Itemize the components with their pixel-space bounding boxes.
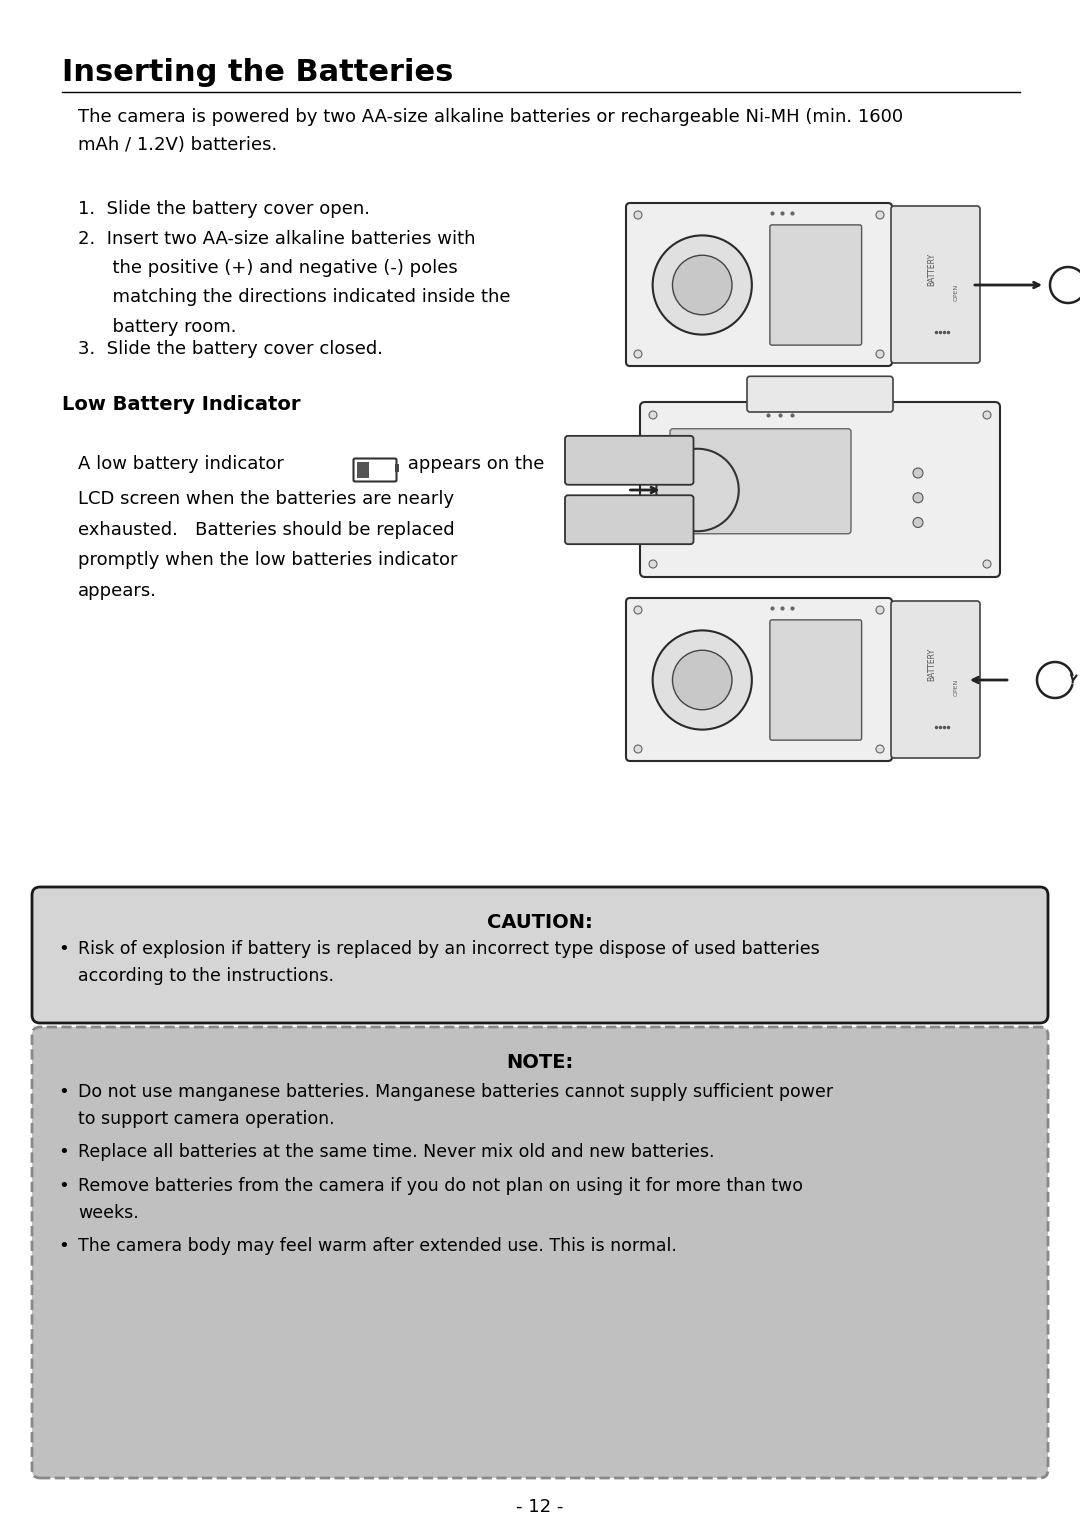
Circle shape	[673, 255, 732, 315]
Circle shape	[983, 411, 991, 419]
Text: BATTERY: BATTERY	[927, 254, 936, 286]
FancyBboxPatch shape	[640, 402, 1000, 578]
Text: Replace all batteries at the same time. Never mix old and new batteries.: Replace all batteries at the same time. …	[78, 1143, 715, 1161]
Text: - 12 -: - 12 -	[516, 1497, 564, 1516]
Text: 3.  Slide the battery cover closed.: 3. Slide the battery cover closed.	[78, 341, 383, 358]
Text: NOTE:: NOTE:	[507, 1053, 573, 1073]
FancyBboxPatch shape	[770, 620, 862, 740]
Text: OPEN: OPEN	[954, 284, 959, 301]
Circle shape	[652, 631, 752, 729]
FancyBboxPatch shape	[32, 1027, 1048, 1478]
Circle shape	[983, 559, 991, 568]
Circle shape	[913, 492, 923, 503]
FancyBboxPatch shape	[565, 495, 693, 544]
Circle shape	[634, 350, 642, 358]
Text: LCD screen when the batteries are nearly
exhausted.   Batteries should be replac: LCD screen when the batteries are nearly…	[78, 490, 458, 601]
Text: •: •	[58, 1143, 69, 1161]
Circle shape	[657, 449, 739, 532]
FancyBboxPatch shape	[353, 458, 396, 481]
Text: OPEN: OPEN	[954, 678, 959, 697]
Text: 1.  Slide the battery cover open.: 1. Slide the battery cover open.	[78, 200, 370, 219]
Circle shape	[634, 211, 642, 219]
Text: A low battery indicator: A low battery indicator	[78, 455, 289, 474]
FancyBboxPatch shape	[395, 465, 399, 472]
Text: appears on the: appears on the	[402, 455, 544, 474]
FancyBboxPatch shape	[626, 597, 892, 761]
Circle shape	[913, 468, 923, 478]
Circle shape	[876, 746, 885, 753]
Circle shape	[634, 746, 642, 753]
Circle shape	[652, 235, 752, 335]
Text: Inserting the Batteries: Inserting the Batteries	[62, 58, 454, 87]
FancyBboxPatch shape	[357, 461, 369, 478]
Text: 2.  Insert two AA-size alkaline batteries with
      the positive (+) and negati: 2. Insert two AA-size alkaline batteries…	[78, 231, 511, 336]
FancyBboxPatch shape	[770, 225, 862, 345]
FancyBboxPatch shape	[565, 435, 693, 484]
FancyBboxPatch shape	[670, 429, 851, 533]
Text: CAUTION:: CAUTION:	[487, 914, 593, 932]
FancyBboxPatch shape	[891, 601, 980, 758]
Text: •: •	[58, 1238, 69, 1254]
Text: •: •	[58, 1177, 69, 1195]
Circle shape	[913, 518, 923, 527]
Circle shape	[673, 651, 732, 711]
FancyBboxPatch shape	[626, 203, 892, 367]
Circle shape	[876, 211, 885, 219]
Text: Risk of explosion if battery is replaced by an incorrect type dispose of used ba: Risk of explosion if battery is replaced…	[78, 940, 820, 986]
Circle shape	[649, 411, 657, 419]
Circle shape	[876, 350, 885, 358]
FancyBboxPatch shape	[32, 886, 1048, 1024]
Text: The camera body may feel warm after extended use. This is normal.: The camera body may feel warm after exte…	[78, 1238, 677, 1254]
Circle shape	[634, 607, 642, 614]
Circle shape	[876, 607, 885, 614]
Text: BATTERY: BATTERY	[927, 648, 936, 681]
Text: The camera is powered by two AA-size alkaline batteries or rechargeable Ni-MH (m: The camera is powered by two AA-size alk…	[78, 108, 903, 154]
Text: •: •	[58, 940, 69, 958]
Circle shape	[649, 559, 657, 568]
Text: Do not use manganese batteries. Manganese batteries cannot supply sufficient pow: Do not use manganese batteries. Manganes…	[78, 1083, 833, 1128]
Text: Low Battery Indicator: Low Battery Indicator	[62, 396, 300, 414]
FancyBboxPatch shape	[891, 206, 980, 364]
FancyBboxPatch shape	[747, 376, 893, 413]
Text: Remove batteries from the camera if you do not plan on using it for more than tw: Remove batteries from the camera if you …	[78, 1177, 804, 1222]
Text: •: •	[58, 1083, 69, 1102]
